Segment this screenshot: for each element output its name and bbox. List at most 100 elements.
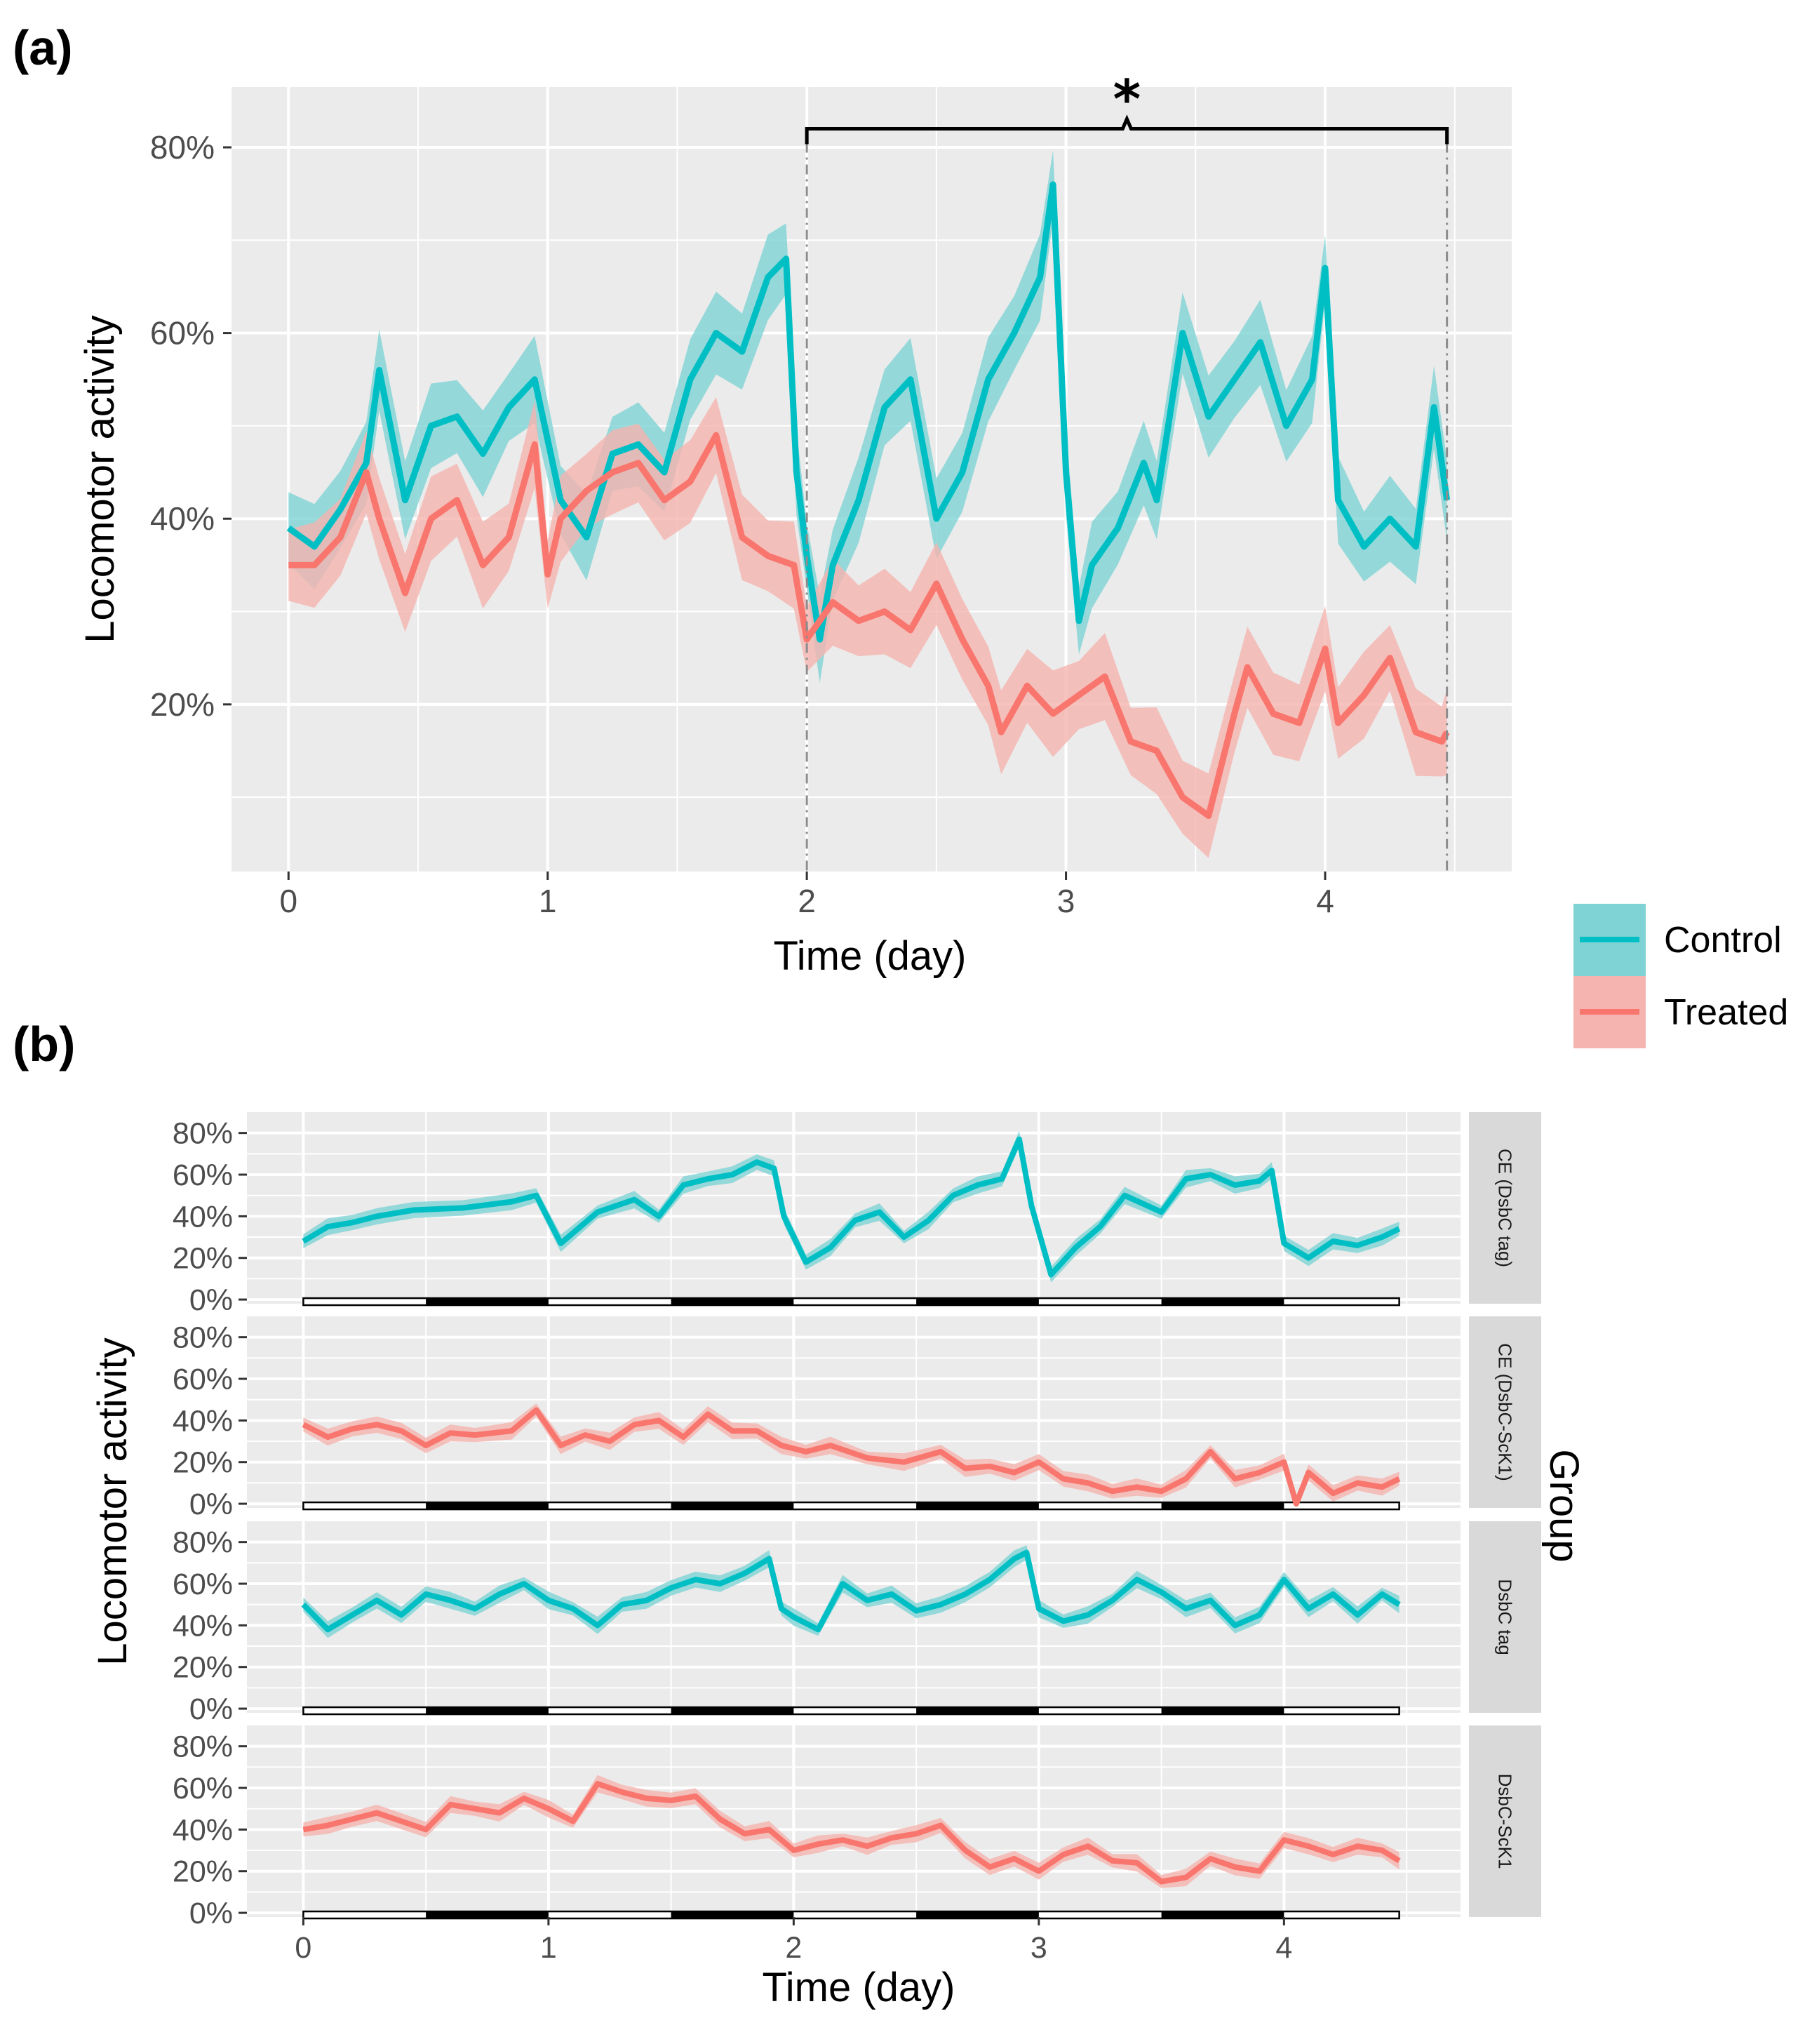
- panel-a-significance: *: [805, 68, 1449, 871]
- facet-strip-label: CE (DsbC tag): [1495, 1149, 1516, 1267]
- x-tick-label: 1: [539, 883, 557, 919]
- facet-line-group: [301, 1549, 1401, 1633]
- dark-phase-segment: [916, 1707, 1039, 1715]
- dark-phase-segment: [1161, 1502, 1284, 1510]
- facet-background: [247, 1521, 1461, 1713]
- dark-phase-segment: [426, 1502, 549, 1510]
- facet-strip: [1469, 1112, 1541, 1304]
- panel-b-x-axis-title: Time (day): [763, 1965, 955, 2010]
- facet-x-tick-label: 1: [540, 1931, 557, 1965]
- light-phase-bar: [302, 1501, 1400, 1511]
- facet-x-tick-label: 0: [295, 1931, 311, 1965]
- facet-y-tick-label: 80%: [173, 1321, 233, 1355]
- panel-b-y-axis-title: Locomotor activity: [90, 1337, 135, 1665]
- panel-a-control-line: [286, 181, 1451, 643]
- facet-2: 0% 20% 40% 60% 80% CE (DsbC-ScK1): [173, 1316, 1541, 1521]
- facet-2-treated-line: [302, 1407, 1401, 1507]
- panel-a-ticks: 20% 40% 60% 80% 0 1 2 3 4: [150, 129, 1334, 919]
- panel-a-tag: (a): [13, 20, 73, 75]
- facet-1: 0% 20% 40% 60% 80% CE (DsbC tag): [173, 1112, 1541, 1317]
- light-phase-bar: [302, 1910, 1400, 1920]
- panel-b-facets: 0% 20% 40% 60% 80% CE (DsbC tag) 0% 20% 40% 60% 80…: [173, 1112, 1541, 1930]
- dark-phase-segment: [671, 1298, 794, 1306]
- facet-3: 0% 20% 40% 60% 80% DsbC tag: [173, 1521, 1541, 1726]
- panel-a-x-axis-title: Time (day): [774, 933, 967, 979]
- facet-y-tick-label: 60%: [173, 1363, 233, 1396]
- facet-3-control-line: [301, 1549, 1401, 1633]
- facet-strip-label: DsbC-ScK1: [1495, 1774, 1516, 1869]
- facet-y-tick-label: 60%: [173, 1772, 233, 1805]
- panel-b-tag: (b): [13, 1017, 75, 1071]
- facet-y-tick-label: 0%: [189, 1897, 233, 1930]
- panel-b: (b) 0%20%40%60%80%CE (DsbC tag)0%20%40%6…: [13, 1017, 1587, 2010]
- facet-y-tick-label: 20%: [173, 1855, 233, 1889]
- dark-phase-segment: [426, 1298, 549, 1306]
- facet-4-treated-line: [302, 1781, 1401, 1885]
- facet-y-tick-label: 0%: [189, 1488, 233, 1521]
- facet-x-tick-label: 3: [1031, 1931, 1047, 1965]
- dark-phase-segment: [426, 1911, 549, 1919]
- facet-4: 0% 20% 40% 60% 80% DsbC-ScK1: [173, 1725, 1541, 1930]
- panel-a-ribbons: [288, 150, 1447, 858]
- x-tick-label: 4: [1316, 883, 1334, 919]
- facet-y-tick-label: 40%: [173, 1404, 233, 1438]
- dark-phase-segment: [426, 1707, 549, 1715]
- facet-y-tick-label: 0%: [189, 1283, 233, 1317]
- panel-a-treated-line: [288, 432, 1450, 820]
- facet-line-group: [302, 1136, 1401, 1278]
- dark-phase-segment: [671, 1502, 794, 1510]
- facet-line-group: [302, 1781, 1401, 1885]
- y-tick-label: 80%: [150, 129, 215, 166]
- facet-strip: [1469, 1521, 1541, 1713]
- facet-strip-label: CE (DsbC-ScK1): [1495, 1343, 1516, 1481]
- facet-y-tick-label: 80%: [173, 1526, 233, 1560]
- panel-a-lines: [286, 181, 1451, 820]
- panel-a-treated-ribbon: [288, 397, 1447, 858]
- facet-y-tick-label: 20%: [173, 1446, 233, 1480]
- facet-y-tick-label: 60%: [173, 1158, 233, 1192]
- panel-a-control-ribbon: [288, 150, 1447, 683]
- facet-strip: [1469, 1316, 1541, 1508]
- dark-phase-segment: [916, 1502, 1039, 1510]
- dark-phase-segment: [671, 1911, 794, 1919]
- y-tick-label: 40%: [150, 500, 215, 537]
- y-tick-label: 60%: [150, 315, 215, 352]
- light-phase-bar: [302, 1706, 1400, 1716]
- x-tick-label: 0: [279, 883, 297, 919]
- facet-y-tick-label: 40%: [173, 1813, 233, 1847]
- panel-b-group-title: Group: [1541, 1449, 1587, 1562]
- facet-line-group: [302, 1407, 1401, 1507]
- facet-x-tick-label: 2: [785, 1931, 802, 1965]
- facet-strip-label: DsbC tag: [1495, 1579, 1516, 1655]
- facet-y-tick-label: 80%: [173, 1117, 233, 1151]
- facet-y-tick-label: 0%: [189, 1692, 233, 1726]
- facet-y-tick-label: 20%: [173, 1242, 233, 1276]
- light-phase-bar: [302, 1297, 1400, 1307]
- facet-y-tick-label: 40%: [173, 1200, 233, 1234]
- facet-y-tick-label: 60%: [173, 1568, 233, 1601]
- facet-strip: [1469, 1725, 1541, 1917]
- legend-label-control: Control: [1664, 920, 1782, 961]
- dark-phase-segment: [1161, 1707, 1284, 1715]
- dark-phase-segment: [916, 1298, 1039, 1306]
- dark-phase-segment: [1161, 1298, 1284, 1306]
- panel-b-x-ticks: 0 1 2 3 4: [295, 1917, 1292, 1965]
- x-tick-label: 3: [1057, 883, 1075, 919]
- facet-y-tick-label: 80%: [173, 1730, 233, 1764]
- y-tick-label: 20%: [150, 686, 215, 723]
- facet-1-control-ribbon: [303, 1130, 1400, 1283]
- facet-1-control-line: [302, 1136, 1401, 1278]
- facet-y-tick-label: 20%: [173, 1651, 233, 1685]
- panel-a-y-axis-title: Locomotor activity: [77, 315, 123, 643]
- legend-label-treated: Treated: [1664, 992, 1788, 1033]
- legend: Control Treated: [1573, 904, 1788, 1048]
- dark-phase-segment: [1161, 1911, 1284, 1919]
- facet-y-tick-label: 40%: [173, 1609, 233, 1643]
- dark-phase-segment: [671, 1707, 794, 1715]
- facet-background: [247, 1725, 1461, 1917]
- dark-phase-segment: [916, 1911, 1039, 1919]
- facet-ribbon-group: [303, 1130, 1400, 1283]
- panel-a: (a) * 20% 40% 60% 80% 0 1 2 3 4 Time (day) Locom…: [13, 20, 1512, 979]
- x-tick-label: 2: [798, 883, 816, 919]
